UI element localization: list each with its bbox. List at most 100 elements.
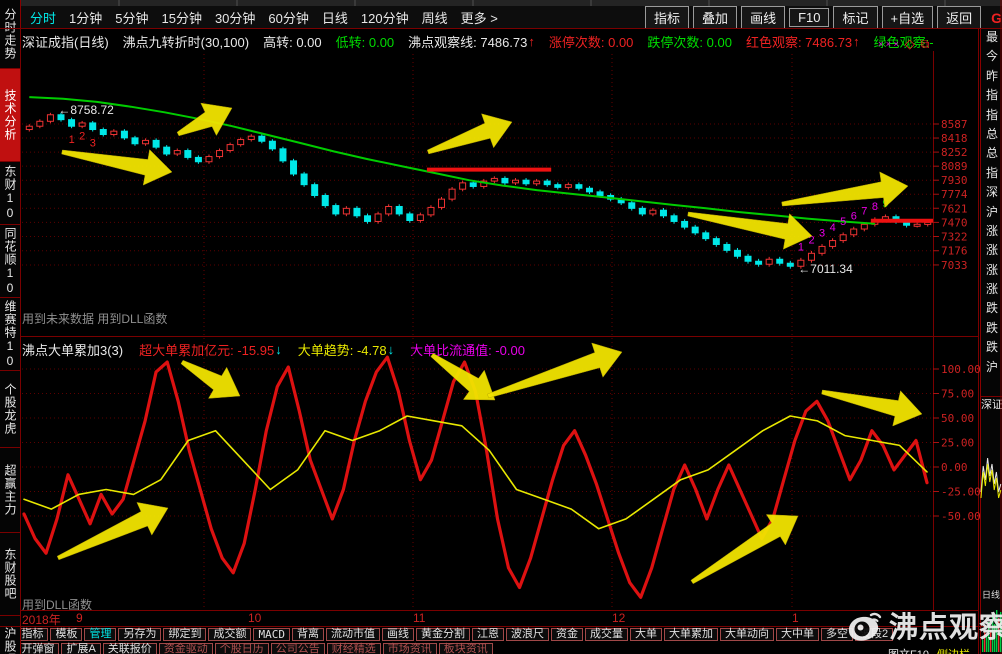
tab-波浪尺[interactable]: 波浪尺: [505, 627, 549, 641]
tab-市场资讯[interactable]: 市场资讯: [382, 642, 437, 654]
title-segment-text: 跌停次数: 0.00: [647, 34, 732, 50]
title-segment-text: 深证成指(日线): [22, 34, 109, 50]
tab-扩展A[interactable]: 扩展A: [61, 642, 101, 654]
x-axis-tick-10: 10: [248, 611, 262, 625]
menu-item-周线[interactable]: 周线: [421, 11, 448, 26]
indicator-value-text: 超大单累加亿元: -15.95: [139, 342, 275, 358]
menu-item-30分钟[interactable]: 30分钟: [214, 11, 256, 26]
series-大单趋势: [23, 415, 928, 530]
yellow-arrow: [821, 389, 923, 427]
svg-text:25.00: 25.00: [941, 437, 974, 450]
svg-text:9: 9: [882, 198, 888, 210]
series-超大单累加亿元: [22, 355, 929, 599]
indicator-value-text: 大单趋势: -4.78: [297, 342, 387, 358]
tab-指标[interactable]: 指标: [16, 627, 49, 641]
toolbar-button-指标[interactable]: 指标: [645, 6, 690, 29]
tab-板块资讯[interactable]: 板块资讯: [438, 642, 493, 654]
svg-text:7470: 7470: [941, 216, 968, 229]
title-segment-8: 绿色观察:-: [874, 32, 934, 51]
tab-大单累加[interactable]: 大单累加: [663, 627, 718, 641]
indicator-value-text: 大单比流通值: -0.00: [410, 342, 525, 358]
tab-大单动向[interactable]: 大单动向: [719, 627, 774, 641]
tab-成交额[interactable]: 成交额: [208, 627, 252, 641]
yellow-arrow: [180, 359, 241, 399]
menu-item-120分钟[interactable]: 120分钟: [360, 11, 409, 26]
graphic-f10-button[interactable]: 图文F10: [888, 646, 929, 654]
menu-item-5分钟[interactable]: 5分钟: [115, 11, 149, 26]
dll-note: 用到DLL函数: [22, 598, 93, 612]
tab-大中单[interactable]: 大中单: [775, 627, 819, 641]
side-panel-button[interactable]: 侧边栏: [937, 646, 970, 654]
sidebar-item-沪股通[interactable]: 沪股通: [0, 616, 20, 654]
tab-MACD[interactable]: MACD: [253, 627, 290, 641]
trend-arrow-icon: ↓: [387, 341, 395, 357]
quote-field-3: 指: [985, 88, 998, 103]
menu-item-更多 >[interactable]: 更多 >: [460, 11, 498, 26]
overlap-icon[interactable]: ⧉: [920, 36, 930, 51]
sidebar-item-分时走势[interactable]: 分时走势: [0, 0, 20, 69]
indicator-lines: [22, 355, 929, 599]
menu-item-日线[interactable]: 日线: [321, 11, 348, 26]
sidebar-item-东财10[interactable]: 东财10: [0, 162, 20, 225]
svg-text:3: 3: [819, 228, 825, 240]
diamond-icon[interactable]: ◇: [904, 36, 915, 51]
trend-arrow-icon: ↓: [275, 341, 282, 357]
tab-绑定到[interactable]: 绑定到: [163, 627, 207, 641]
tab-背离[interactable]: 背离: [291, 627, 324, 641]
tab-另存为[interactable]: 另存为: [118, 627, 162, 641]
tab-江恩[interactable]: 江恩: [471, 627, 504, 641]
indicator-header-segment-1: 超大单累加亿元: -15.95 ↓: [139, 340, 282, 358]
title-segment-0: 深证成指(日线): [22, 32, 109, 51]
period-menu-items: 分时 1分钟 5分钟 15分钟 30分钟 60分钟 日线 120分钟 周线 更多 >: [0, 8, 498, 27]
tab-黄金分割[interactable]: 黄金分割: [415, 627, 470, 641]
title-segment-text: 沸点观察线: 7486.73: [408, 34, 528, 50]
sidebar-item-超赢主力[interactable]: 超赢主力: [0, 448, 20, 533]
tab-资金驱动[interactable]: 资金驱动: [158, 642, 213, 654]
sidebar-item-个股龙虎[interactable]: 个股龙虎: [0, 371, 20, 448]
toolbar-button-叠加[interactable]: 叠加: [693, 6, 738, 29]
quote-field-15: 跌: [985, 320, 998, 335]
svg-text:2: 2: [808, 234, 814, 246]
svg-text:7: 7: [861, 206, 867, 218]
svg-text:7774: 7774: [941, 188, 968, 201]
menu-item-1分钟[interactable]: 1分钟: [69, 11, 103, 26]
toolbar-button-画线[interactable]: 画线: [741, 6, 786, 29]
svg-text:50.00: 50.00: [941, 412, 974, 425]
tab-成交量[interactable]: 成交量: [584, 627, 628, 641]
menu-item-60分钟[interactable]: 60分钟: [268, 11, 309, 26]
svg-text:7033: 7033: [941, 259, 968, 272]
title-segment-text: 沸点九转折时(30,100): [122, 34, 250, 50]
tab-管理[interactable]: 管理: [84, 627, 117, 641]
svg-text:-50.00: -50.00: [941, 510, 981, 523]
title-segment-2: 高转: 0.00: [263, 32, 322, 51]
menu-item-15分钟[interactable]: 15分钟: [161, 11, 202, 26]
x-axis-tick-2018年: 2018年: [22, 613, 61, 627]
toolbar-button-+自选[interactable]: +自选: [881, 6, 934, 29]
svg-text:7621: 7621: [941, 202, 968, 215]
tab-资金[interactable]: 资金: [550, 627, 583, 641]
title-segment-6: 跌停次数: 0.00: [647, 32, 732, 51]
tab-画线[interactable]: 画线: [381, 627, 414, 641]
tab-关联报价[interactable]: 关联报价: [102, 642, 157, 654]
sidebar-item-东财股吧[interactable]: 东财股吧: [0, 533, 20, 616]
menu-item-分时[interactable]: 分时: [30, 11, 57, 26]
quote-field-12: 涨: [985, 262, 998, 277]
tab-模板[interactable]: 模板: [50, 627, 83, 641]
tab-个股日历[interactable]: 个股日历: [214, 642, 269, 654]
indicator-value-text: 沸点大单累加3(3): [22, 342, 124, 358]
yellow-arrow: [56, 502, 169, 561]
toolbar-button-F10[interactable]: F10: [789, 8, 830, 27]
toolbar-button-标记[interactable]: 标记: [833, 6, 878, 29]
tab-大单[interactable]: 大单: [629, 627, 662, 641]
corner-badge: G: [991, 9, 1002, 26]
tab-开弹窗[interactable]: 开弹窗: [16, 642, 60, 654]
tab-流动市值[interactable]: 流动市值: [325, 627, 380, 641]
toolbar-button-返回[interactable]: 返回: [937, 6, 982, 29]
sidebar-item-同花顺10[interactable]: 同花顺10: [0, 225, 20, 298]
tab-财经精选[interactable]: 财经精选: [326, 642, 381, 654]
tab-公司公告[interactable]: 公司公告: [270, 642, 325, 654]
sidebar-item-技术分析[interactable]: 技术分析: [0, 69, 20, 162]
sidebar-item-维赛特10[interactable]: 维赛特10: [0, 298, 20, 371]
